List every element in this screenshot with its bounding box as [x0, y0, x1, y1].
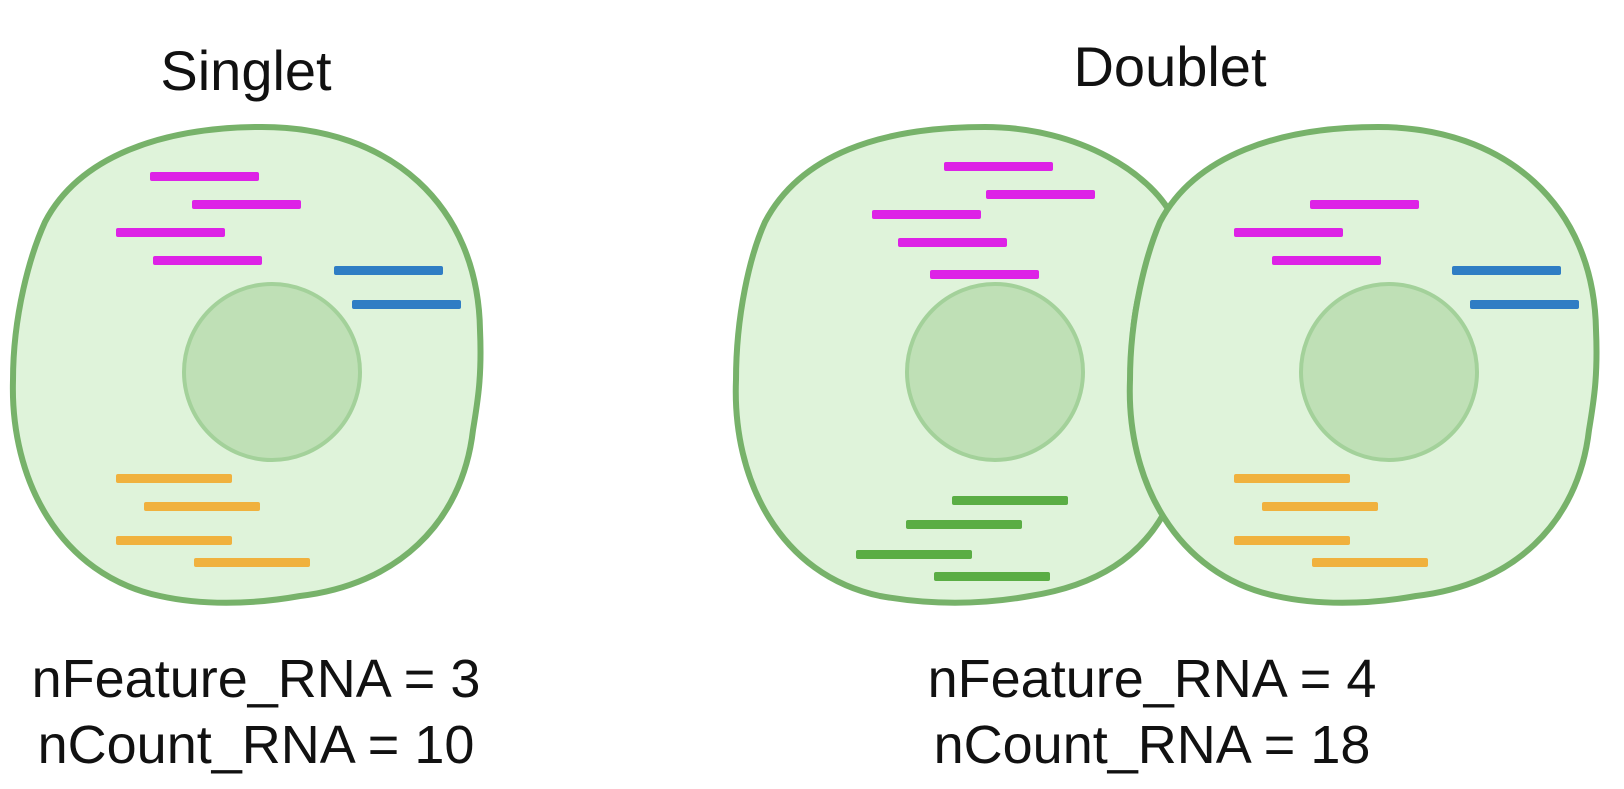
singlet-magenta-transcripts: [116, 172, 301, 265]
singlet-nucleus: [182, 282, 362, 462]
doublet-panel: Doublet: [732, 35, 1600, 775]
doublet-left-nucleus: [905, 282, 1085, 462]
transcript-bar: [1234, 474, 1350, 483]
transcript-bar: [144, 502, 260, 511]
transcript-bar: [1234, 228, 1343, 237]
singlet-ncount: nCount_RNA = 10: [38, 715, 475, 775]
singlet-title: Singlet: [160, 39, 332, 102]
transcript-bar: [986, 190, 1095, 199]
transcript-bar: [934, 572, 1050, 581]
transcript-bar: [1312, 558, 1428, 567]
doublet-left-green-transcripts: [856, 496, 1068, 581]
transcript-bar: [906, 520, 1022, 529]
transcript-bar: [1272, 256, 1381, 265]
transcript-bar: [898, 238, 1007, 247]
transcript-bar: [872, 210, 981, 219]
transcript-bar: [150, 172, 259, 181]
doublet-nfeature: nFeature_RNA = 4: [928, 649, 1377, 709]
transcript-bar: [930, 270, 1039, 279]
doublet-title: Doublet: [1073, 35, 1266, 98]
transcript-bar: [194, 558, 310, 567]
transcript-bar: [1310, 200, 1419, 209]
doublet-ncount: nCount_RNA = 18: [934, 715, 1371, 775]
transcript-bar: [116, 474, 232, 483]
transcript-bar: [1452, 266, 1561, 275]
transcript-bar: [952, 496, 1068, 505]
doublet-left-magenta-transcripts: [872, 162, 1095, 279]
transcript-bar: [856, 550, 972, 559]
transcript-bar: [116, 536, 232, 545]
transcript-bar: [192, 200, 301, 209]
transcript-bar: [153, 256, 262, 265]
transcript-bar: [944, 162, 1053, 171]
transcript-bar: [1234, 536, 1350, 545]
singlet-nfeature: nFeature_RNA = 3: [32, 649, 481, 709]
doublet-right-nucleus: [1299, 282, 1479, 462]
transcript-bar: [1262, 502, 1378, 511]
singlet-orange-transcripts: [116, 474, 310, 567]
doublet-right-magenta-transcripts: [1234, 200, 1419, 265]
doublet-right-orange-transcripts: [1234, 474, 1428, 567]
transcript-bar: [1470, 300, 1579, 309]
transcript-bar: [334, 266, 443, 275]
singlet-panel: Singlet nFeature_RNA = 3 nCount_RNA = 10: [9, 39, 484, 775]
transcript-bar: [116, 228, 225, 237]
doublet-right-blue-transcripts: [1452, 266, 1579, 309]
transcript-bar: [352, 300, 461, 309]
singlet-blue-transcripts: [334, 266, 461, 309]
